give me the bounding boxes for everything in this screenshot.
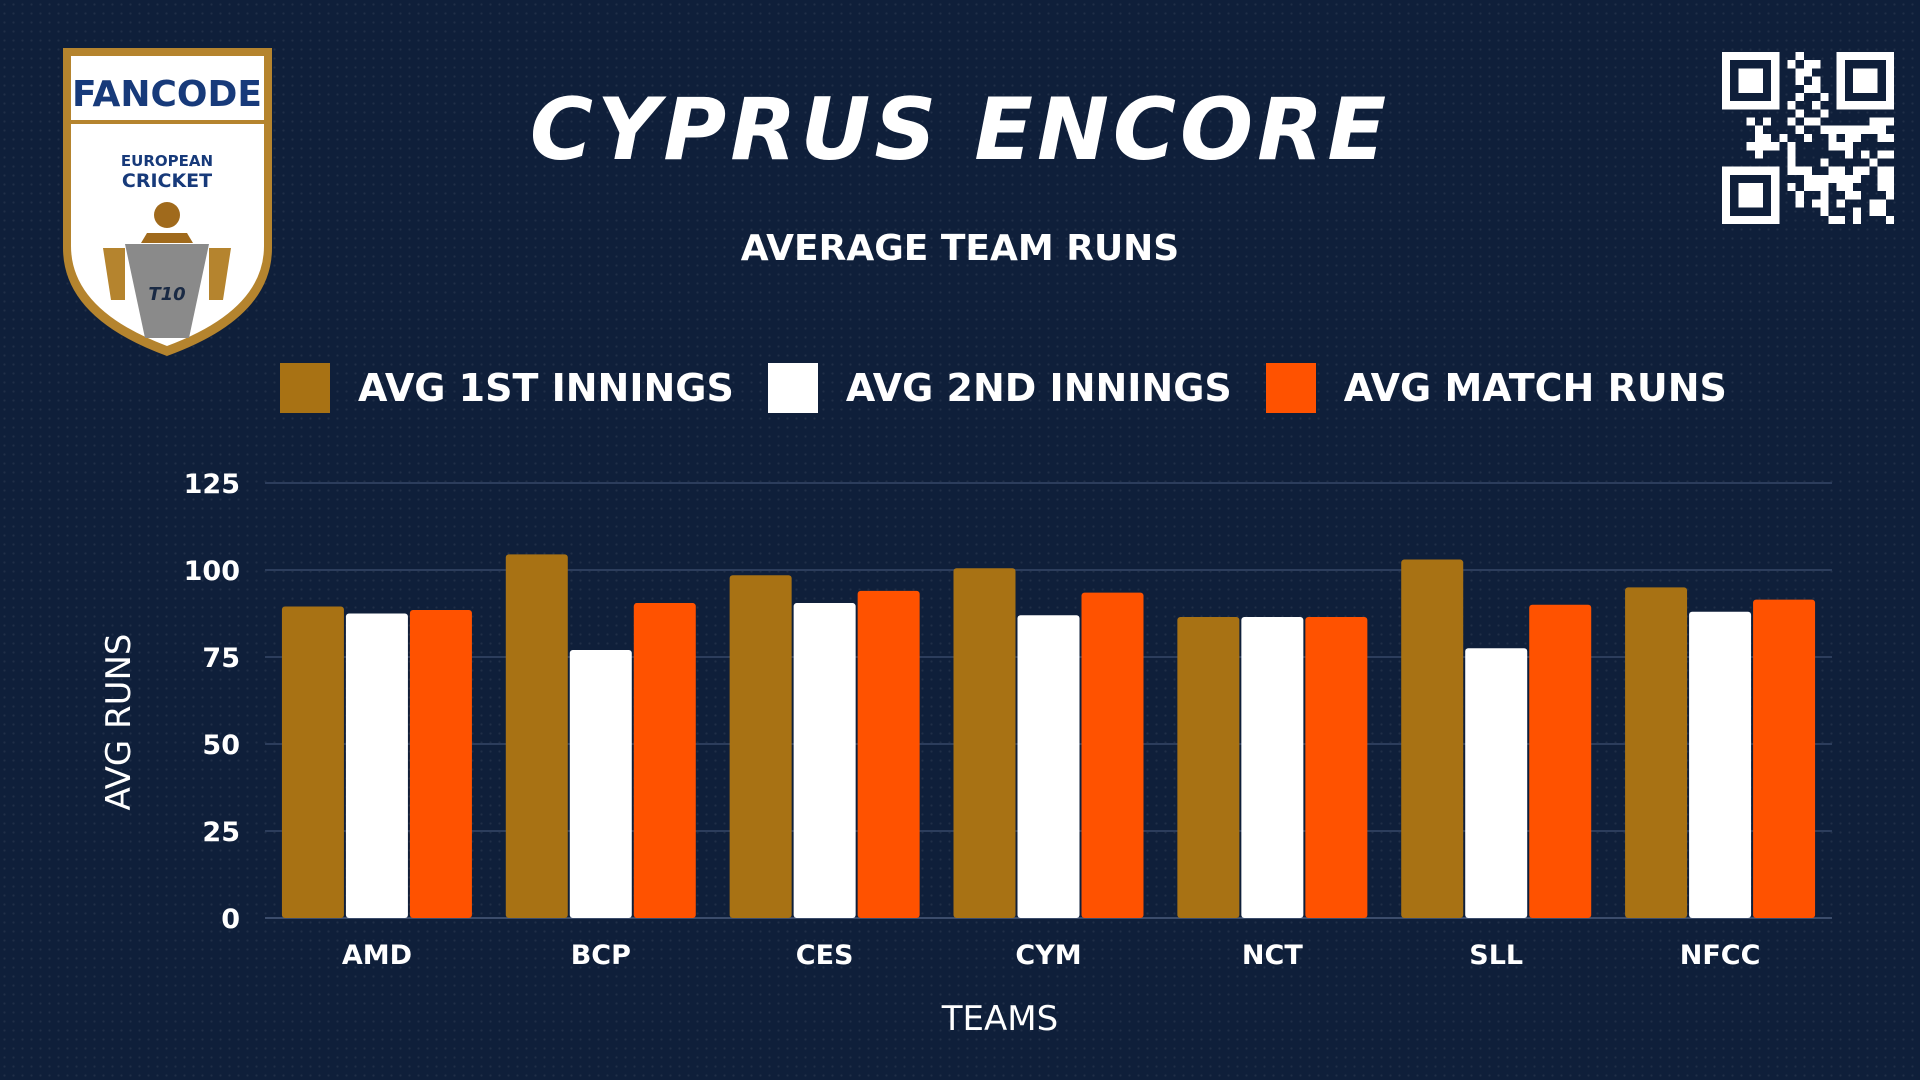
bar-amd-series-3	[409, 610, 472, 918]
bar-ces-series-2	[793, 603, 856, 918]
logo-brand-text: FANCODE	[72, 74, 262, 115]
fancode-european-cricket-logo: FANCODE EUROPEAN CRICKET T10	[63, 48, 272, 356]
legend-label-first-innings: AVG 1ST INNINGS	[358, 366, 734, 410]
logo-line1-text: EUROPEAN	[121, 152, 213, 170]
bar-bcp-series-2	[569, 650, 632, 918]
legend-swatch-first-innings	[280, 363, 330, 413]
bar-cym-series-2	[1017, 615, 1080, 918]
chart-subtitle: AVERAGE TEAM RUNS	[740, 228, 1180, 269]
y-tick-label: 25	[202, 817, 240, 848]
x-tick-label: CES	[796, 940, 854, 971]
trophy-icon	[125, 244, 209, 338]
bar-amd-series-1	[281, 606, 344, 918]
bar-nct-series-1	[1177, 616, 1240, 918]
bar-sll-series-3	[1529, 604, 1592, 918]
bar-sll-series-1	[1401, 559, 1464, 918]
logo-badge-text: T10	[148, 284, 185, 305]
logo-line2-text: CRICKET	[122, 170, 212, 192]
y-tick-label: 75	[202, 643, 240, 674]
y-tick-label: 100	[184, 556, 240, 587]
legend-swatch-match-runs	[1265, 363, 1316, 413]
x-axis-title: TEAMS	[941, 999, 1058, 1039]
legend-item-match-runs: AVG MATCH RUNS	[1265, 363, 1727, 413]
bar-bcp-series-3	[633, 603, 696, 918]
bar-amd-series-2	[345, 613, 408, 918]
bar-nfcc-series-3	[1753, 599, 1816, 918]
bar-nct-series-3	[1305, 616, 1368, 918]
x-tick-label: AMD	[342, 940, 412, 971]
bar-nct-series-2	[1241, 616, 1304, 918]
qr-code-icon	[1722, 52, 1894, 224]
x-tick-label: NFCC	[1680, 940, 1761, 971]
bar-nfcc-series-2	[1689, 611, 1752, 918]
y-tick-label: 50	[202, 730, 240, 761]
x-tick-label: CYM	[1015, 940, 1081, 971]
bar-sll-series-2	[1465, 648, 1528, 918]
x-tick-label: BCP	[571, 940, 631, 971]
legend-item-first-innings: AVG 1ST INNINGS	[280, 363, 734, 413]
x-tick-label: SLL	[1469, 940, 1523, 971]
legend-item-second-innings: AVG 2ND INNINGS	[767, 363, 1232, 413]
y-tick-label: 125	[184, 469, 240, 500]
x-tick-label: NCT	[1242, 940, 1303, 971]
legend-label-second-innings: AVG 2ND INNINGS	[845, 366, 1232, 410]
chart-legend: AVG 1ST INNINGS AVG 2ND INNINGS AVG MATC…	[280, 362, 1761, 414]
bar-ces-series-3	[857, 590, 920, 918]
y-axis-title: AVG RUNS	[99, 633, 139, 810]
bar-cym-series-3	[1081, 592, 1144, 918]
bar-nfcc-series-1	[1625, 587, 1688, 918]
bar-ces-series-1	[729, 575, 792, 918]
legend-label-match-runs: AVG MATCH RUNS	[1343, 366, 1727, 410]
bar-cym-series-1	[953, 568, 1016, 918]
legend-swatch-second-innings	[767, 363, 818, 413]
bar-bcp-series-1	[505, 554, 568, 918]
cricket-ball-icon	[154, 202, 180, 228]
page-title: CYPRUS ENCORE	[529, 80, 1391, 180]
y-tick-label: 0	[221, 904, 240, 935]
